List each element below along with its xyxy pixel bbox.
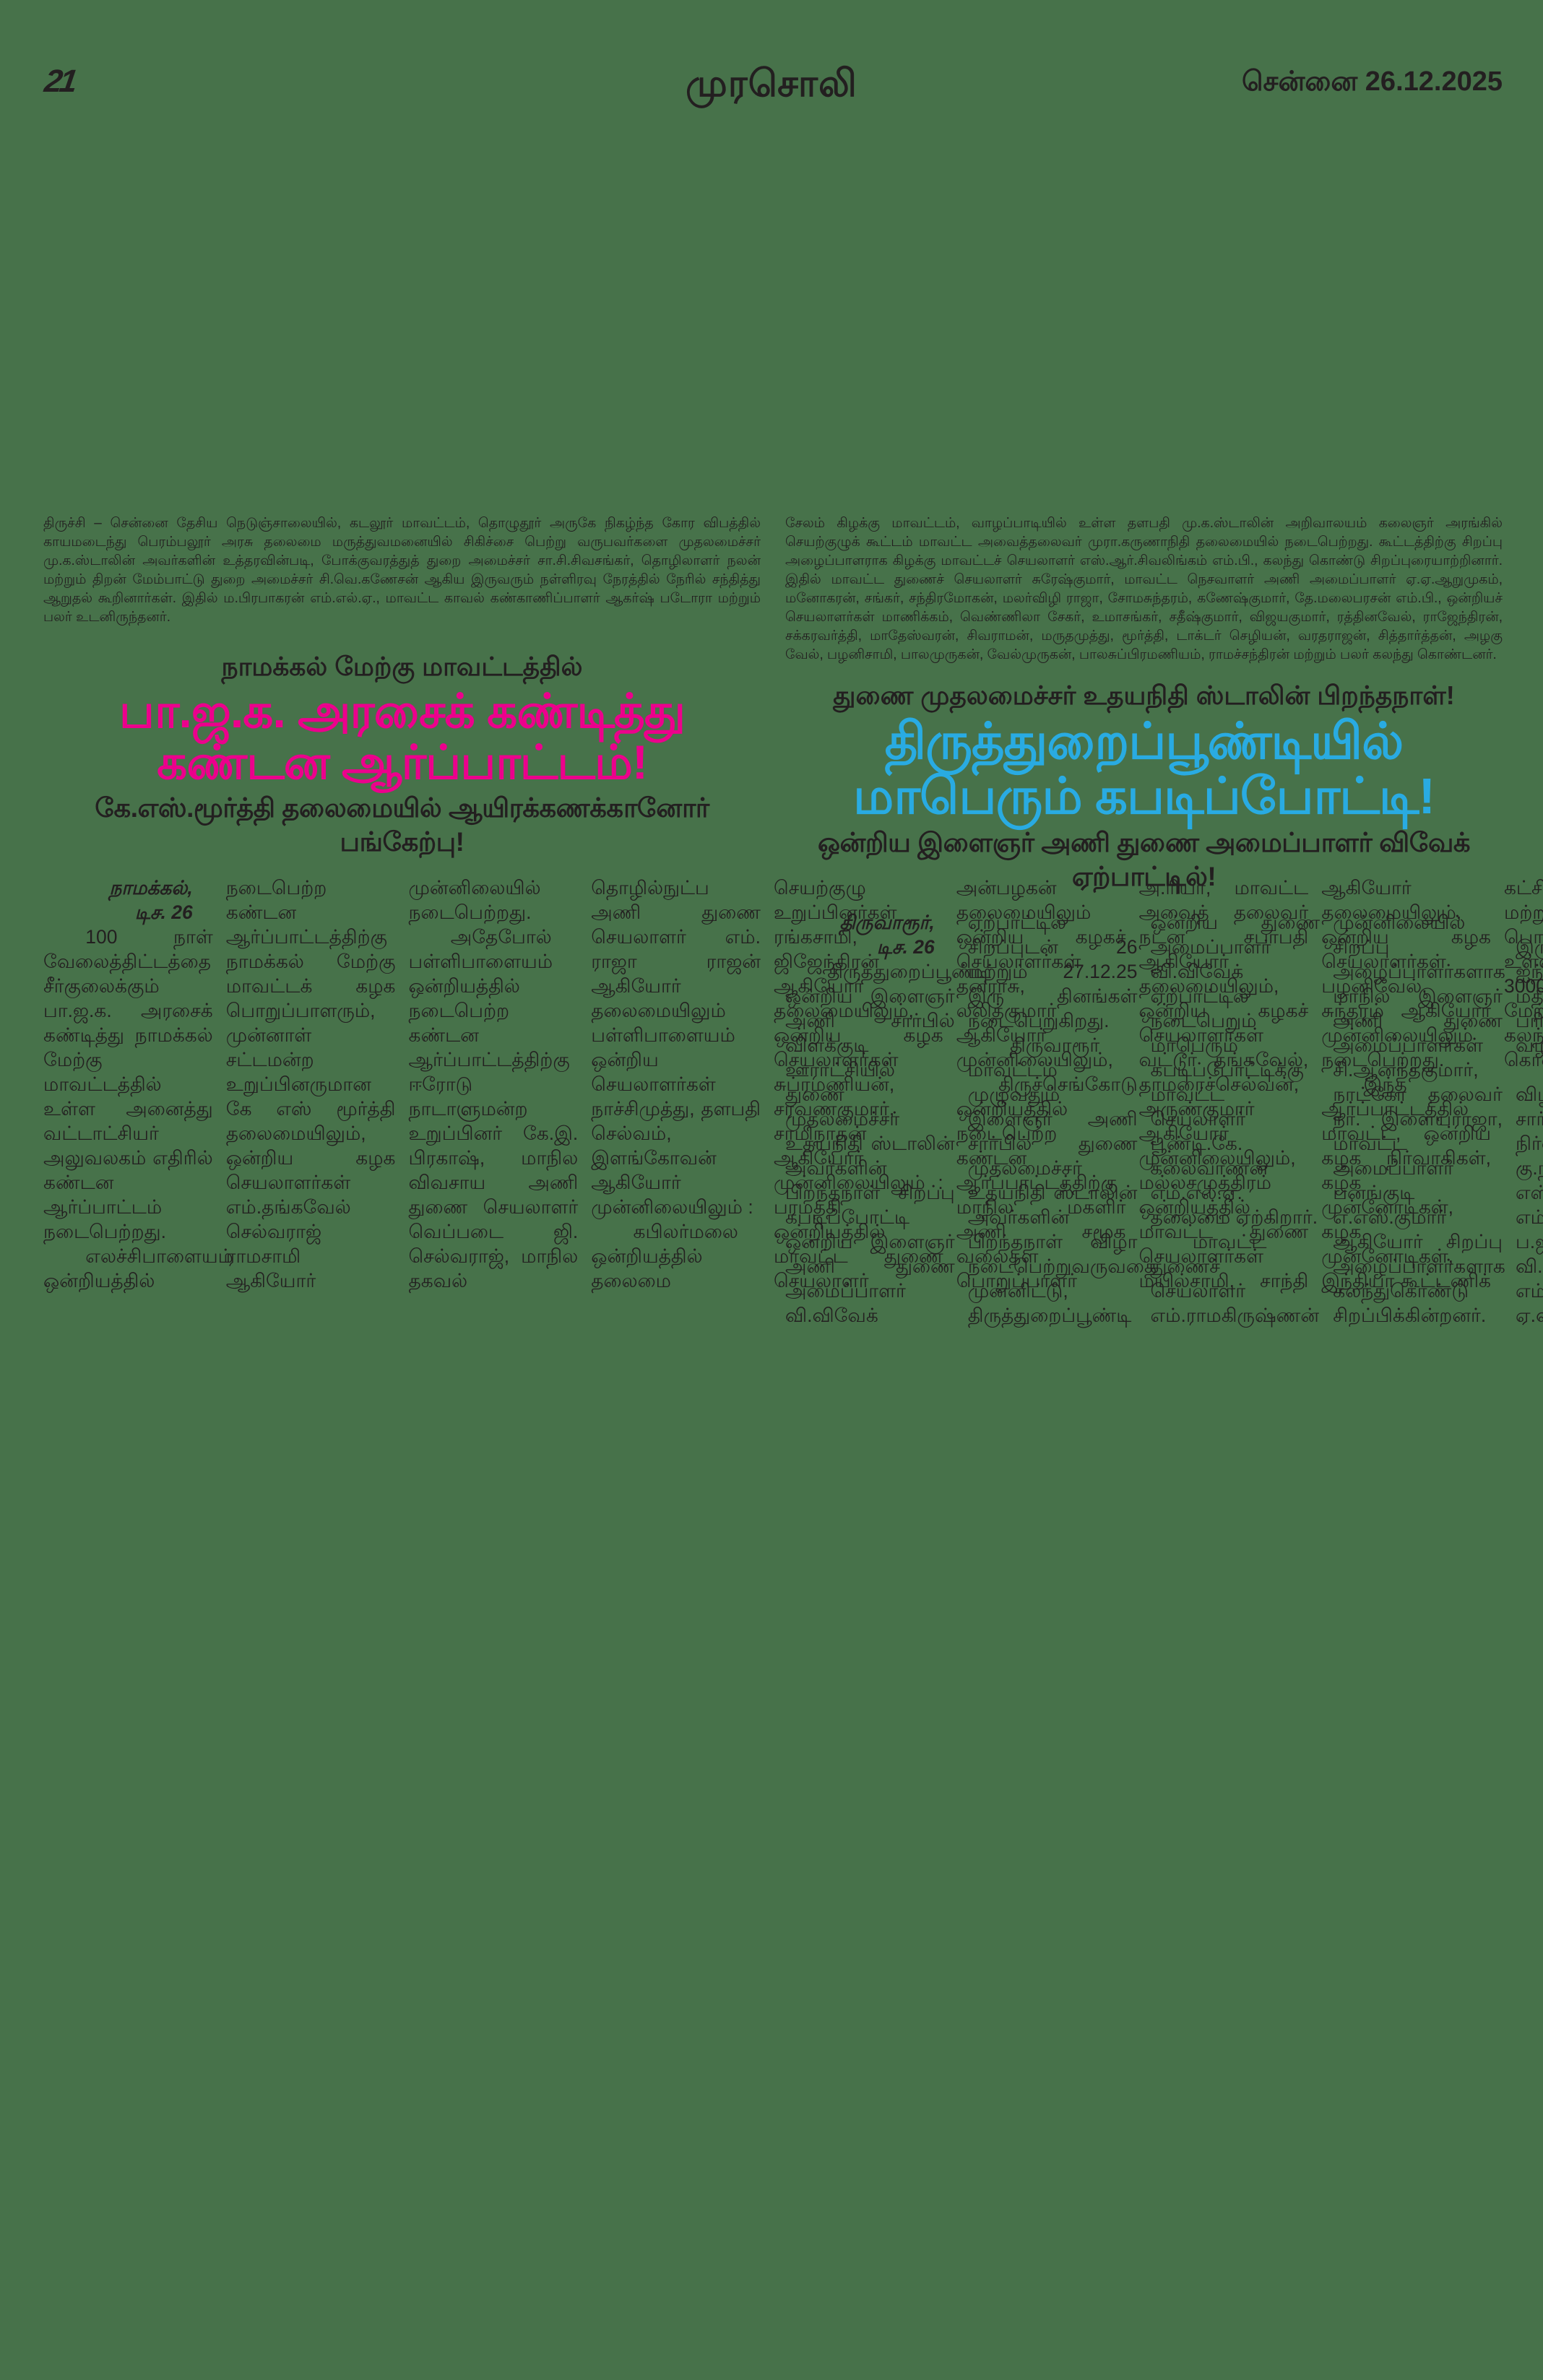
body-paragraph: 100 நாள் வேலைத்திட்டத்தை சீர்குலைக்கும் … bbox=[43, 925, 213, 1242]
body-paragraph: எலச்சிபாளையம் ஒன்றியத்தில் நடைபெற்ற கண்ட… bbox=[43, 876, 541, 1291]
articles-region: திருச்சி – சென்னை தேசிய நெடுஞ்சாலையில், … bbox=[43, 514, 1543, 1346]
newspaper-header: 21 முரசொலி சென்னை 26.12.2025 bbox=[0, 62, 1543, 105]
body-paragraph: இந்த ஆர்ப்பாட்டத்தில் மாவட்ட, ஒன்றிய கழக… bbox=[1321, 876, 1543, 1291]
article-left-subhead: கே.எஸ்.மூர்த்தி தலைமையில் ஆயிரக்கணக்கானோ… bbox=[95, 792, 709, 857]
masthead: முரசொலி bbox=[686, 63, 857, 105]
article-left-body: நாமக்கல், டிச. 26 100 நாள் வேலைத்திட்டத்… bbox=[43, 875, 1543, 1303]
body-paragraph: இந்த விழாவில் மாவட்ட சார்பு அணிகளின் நிர… bbox=[1516, 1083, 1543, 1327]
body-paragraph: ஒரு லட்சத்து இருபத்தி ஐந்தாயிரம் ரூபாய் … bbox=[1516, 936, 1543, 1057]
article-right: சேலம் கிழக்கு மாவட்டம், வாழப்பாடியில் உள… bbox=[785, 514, 1543, 1346]
edition-date: சென்னை 26.12.2025 bbox=[1241, 66, 1503, 97]
body-paragraph: கபிலர்மலை ஒன்றியத்தில் தலைமை செயற்குழு உ… bbox=[591, 876, 1126, 1291]
body-paragraph: திருவாரூர் மாவட்டம் முழுவதும் இளைஞர் அணி… bbox=[967, 912, 1321, 1327]
article-left: திருச்சி – சென்னை தேசிய நெடுஞ்சாலையில், … bbox=[43, 514, 1543, 1346]
article-right-intro: சேலம் கிழக்கு மாவட்டம், வாழப்பாடியில் உள… bbox=[785, 516, 1503, 662]
body-paragraph: திருச்செங்கோடு ஒன்றியத்தில் நடைபெற்ற கண்… bbox=[956, 876, 1491, 1291]
article-right-headline: திருத்துறைப்பூண்டியில் மாபெரும் கபடிப்போ… bbox=[853, 713, 1435, 824]
article-right-kicker: துணை முதலமைச்சர் உதயநிதி ஸ்டாலின் பிறந்த… bbox=[833, 680, 1455, 710]
article-left-headline: பா.ஜ.க. அரசைக் கண்டித்து கண்டன ஆர்ப்பாட்… bbox=[118, 684, 686, 789]
article-right-body: திருவாரூர், டிச. 26 திருத்துறைப்பூண்டி ஒ… bbox=[785, 910, 1543, 1346]
article-left-intro: திருச்சி – சென்னை தேசிய நெடுஞ்சாலையில், … bbox=[43, 516, 761, 625]
body-paragraph: மாவட்ட துணைச் செயலாளர் எம்.ராமகிருஷ்ணன் … bbox=[1150, 912, 1505, 1327]
dateline: நாமக்கல், டிச. 26 bbox=[109, 876, 193, 923]
body-paragraph: அதேபோல் பள்ளிபாளையம் ஒன்றியத்தில் நடைபெற… bbox=[408, 876, 761, 1291]
article-left-kicker: நாமக்கல் மேற்கு மாவட்டத்தில் bbox=[221, 652, 583, 681]
article-right-subhead: ஒன்றிய இளைஞர் அணி துணை அமைப்பாளர் விவேக்… bbox=[817, 828, 1471, 892]
dateline: திருவாரூர், டிச. 26 bbox=[839, 912, 935, 959]
body-paragraph: திருத்துறைப்பூண்டி ஒன்றிய இளைஞர் அணி சார… bbox=[785, 912, 1138, 1327]
